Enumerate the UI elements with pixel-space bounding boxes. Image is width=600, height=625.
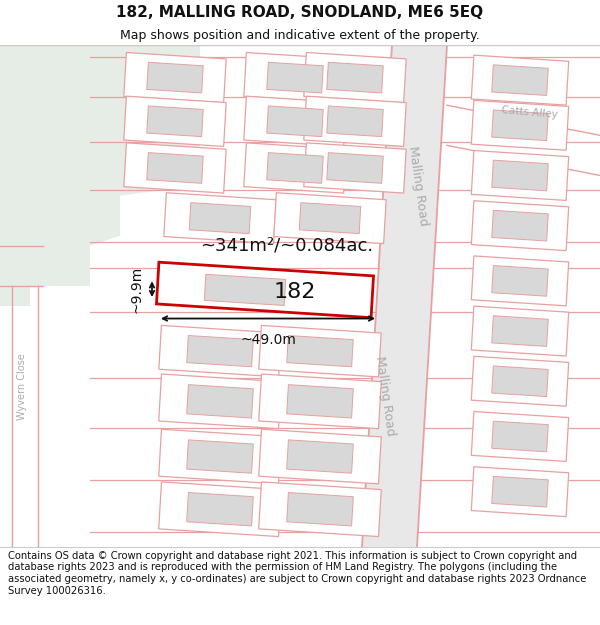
Bar xyxy=(124,143,226,193)
Bar xyxy=(189,202,251,234)
Bar xyxy=(472,201,569,251)
Text: Malling Road: Malling Road xyxy=(406,145,430,226)
Bar xyxy=(492,65,548,96)
Bar xyxy=(187,440,253,473)
Bar xyxy=(327,106,383,137)
Bar xyxy=(164,192,276,244)
Bar xyxy=(187,384,253,418)
Bar xyxy=(472,467,569,517)
Bar xyxy=(187,336,253,367)
Text: 182, MALLING ROAD, SNODLAND, ME6 5EQ: 182, MALLING ROAD, SNODLAND, ME6 5EQ xyxy=(116,5,484,20)
Bar xyxy=(304,52,406,102)
Text: Malling Road: Malling Road xyxy=(373,356,397,437)
Bar xyxy=(287,336,353,367)
Bar xyxy=(472,101,569,150)
Bar xyxy=(244,143,346,193)
Bar xyxy=(159,374,281,429)
Bar xyxy=(472,55,569,105)
Bar xyxy=(147,152,203,183)
Bar xyxy=(492,476,548,507)
Bar xyxy=(274,192,386,244)
Bar xyxy=(267,106,323,137)
Bar xyxy=(299,202,361,234)
Bar xyxy=(124,52,226,102)
Bar xyxy=(492,160,548,191)
Bar xyxy=(157,262,374,318)
Text: ~341m²/~0.084ac.: ~341m²/~0.084ac. xyxy=(200,237,373,255)
Bar xyxy=(187,492,253,526)
Bar xyxy=(327,152,383,183)
Bar xyxy=(472,306,569,356)
Bar xyxy=(492,316,548,346)
Bar xyxy=(492,266,548,296)
Bar xyxy=(327,62,383,93)
Text: Contains OS data © Crown copyright and database right 2021. This information is : Contains OS data © Crown copyright and d… xyxy=(8,551,586,596)
Bar xyxy=(472,356,569,406)
Bar xyxy=(287,384,353,418)
Bar xyxy=(287,440,353,473)
Bar xyxy=(267,62,323,93)
Bar xyxy=(147,62,203,93)
Text: Map shows position and indicative extent of the property.: Map shows position and indicative extent… xyxy=(120,29,480,42)
Bar xyxy=(304,96,406,146)
Bar xyxy=(259,482,381,536)
Bar xyxy=(259,429,381,484)
Bar xyxy=(244,52,346,102)
Bar xyxy=(147,106,203,137)
Bar xyxy=(492,421,548,452)
Bar xyxy=(267,152,323,183)
Polygon shape xyxy=(362,45,447,547)
Bar xyxy=(304,143,406,193)
Bar xyxy=(244,96,346,146)
Polygon shape xyxy=(0,45,200,306)
Bar xyxy=(492,366,548,397)
Bar xyxy=(159,326,281,377)
Bar xyxy=(492,110,548,141)
Bar xyxy=(287,492,353,526)
Bar xyxy=(124,96,226,146)
Text: ~49.0m: ~49.0m xyxy=(240,333,296,347)
Text: Catts Alley: Catts Alley xyxy=(502,106,559,120)
Text: Wyvern Close: Wyvern Close xyxy=(17,353,27,419)
Bar xyxy=(472,411,569,461)
Bar xyxy=(205,274,286,306)
Text: 182: 182 xyxy=(274,282,316,302)
Bar xyxy=(159,482,281,536)
Bar xyxy=(472,256,569,306)
Bar xyxy=(472,151,569,201)
Bar xyxy=(159,429,281,484)
Bar xyxy=(259,326,381,377)
Bar xyxy=(492,211,548,241)
Text: ~9.9m: ~9.9m xyxy=(130,266,144,312)
Bar xyxy=(259,374,381,429)
